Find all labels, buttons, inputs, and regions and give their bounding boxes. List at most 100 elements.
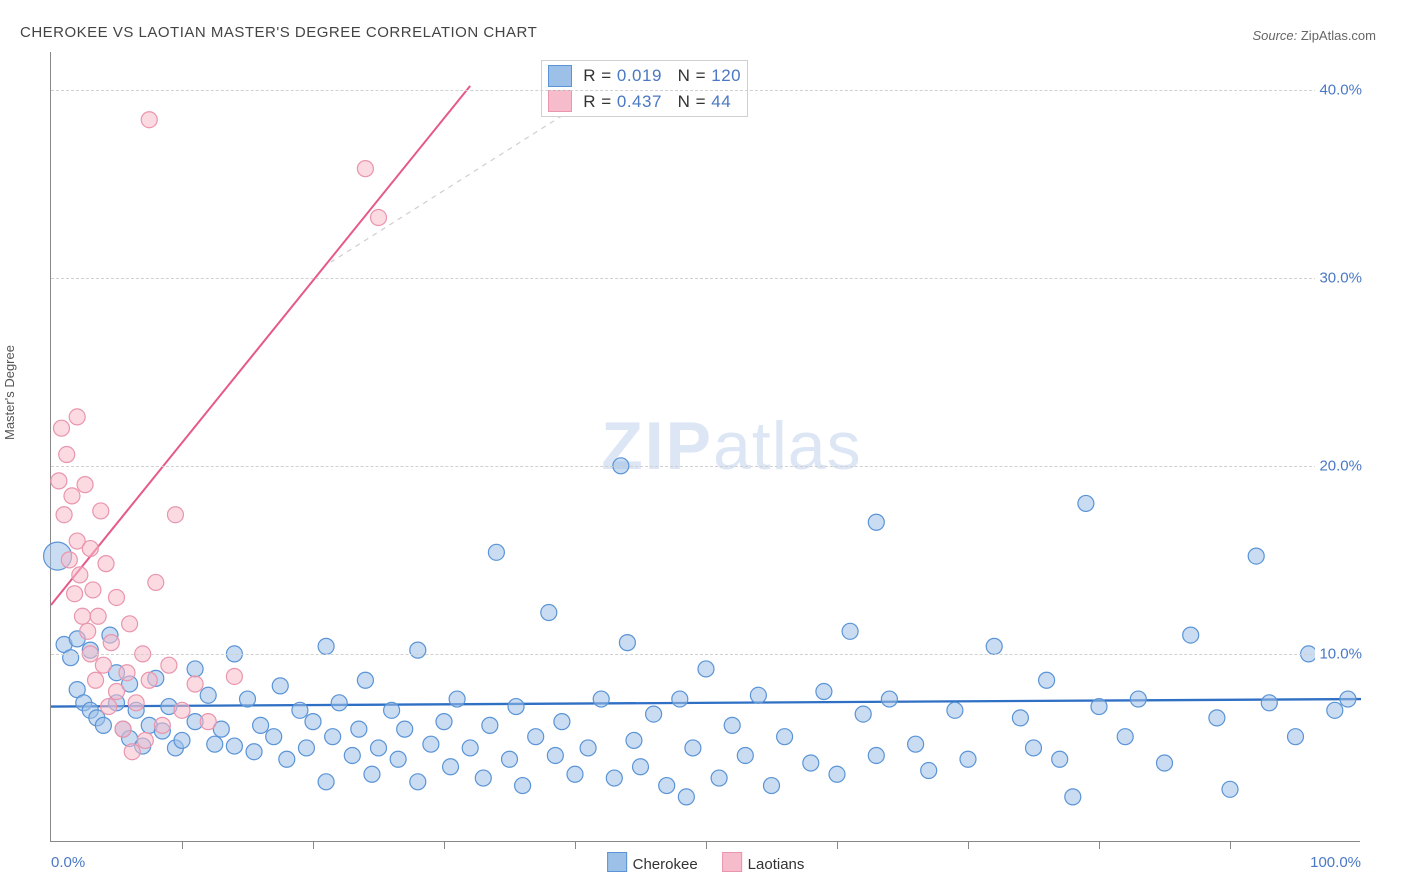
data-point [318,774,334,790]
data-point [161,657,177,673]
data-point [410,774,426,790]
data-point [187,661,203,677]
x-tick [1099,841,1100,849]
y-tick-label: 20.0% [1315,457,1362,474]
page-title: CHEROKEE VS LAOTIAN MASTER'S DEGREE CORR… [20,24,537,41]
data-point [908,736,924,752]
data-point [64,488,80,504]
data-point [646,706,662,722]
data-point [567,766,583,782]
data-point [72,567,88,583]
gridline-h [51,466,1362,467]
legend-label: Cherokee [633,856,698,873]
data-point [351,721,367,737]
data-point [63,650,79,666]
data-point [443,759,459,775]
data-point [1288,729,1304,745]
data-point [855,706,871,722]
data-point [508,699,524,715]
x-tick [968,841,969,849]
data-point [619,635,635,651]
data-point [803,755,819,771]
data-point [947,702,963,718]
y-tick-label: 40.0% [1315,81,1362,98]
stats-swatch [548,65,572,87]
data-point [95,657,111,673]
data-point [305,714,321,730]
data-point [371,210,387,226]
trend-line [51,86,470,605]
legend-swatch [607,852,627,872]
data-point [77,477,93,493]
data-point [109,684,125,700]
data-point [1222,781,1238,797]
y-tick-label: 10.0% [1315,645,1362,662]
y-axis-label: Master's Degree [2,345,17,440]
data-point [298,740,314,756]
data-point [69,409,85,425]
stats-leader-line [331,110,571,262]
data-point [174,732,190,748]
data-point [737,747,753,763]
source-prefix: Source: [1252,28,1300,43]
data-point [115,721,131,737]
data-point [528,729,544,745]
stats-text: R = 0.437 N = 44 [578,89,731,115]
data-point [318,638,334,654]
data-point [357,161,373,177]
data-point [868,514,884,530]
data-point [475,770,491,786]
data-point [141,112,157,128]
x-tick [313,841,314,849]
x-tick [1230,841,1231,849]
data-point [678,789,694,805]
data-point [1026,740,1042,756]
data-point [124,744,140,760]
data-point [103,635,119,651]
data-point [82,541,98,557]
data-point [1052,751,1068,767]
legend-bottom: CherokeeLaotians [607,852,805,873]
data-point [246,744,262,760]
data-point [240,691,256,707]
gridline-h [51,90,1362,91]
data-point [1340,691,1356,707]
data-point [357,672,373,688]
data-point [61,552,77,568]
data-point [95,717,111,733]
data-point [462,740,478,756]
data-point [371,740,387,756]
source-name: ZipAtlas.com [1301,28,1376,43]
data-point [423,736,439,752]
data-point [1078,495,1094,511]
stats-text: R = 0.019 N = 120 [578,63,741,89]
data-point [724,717,740,733]
data-point [141,672,157,688]
data-point [154,717,170,733]
data-point [167,507,183,523]
data-point [449,691,465,707]
data-point [101,699,117,715]
x-tick [706,841,707,849]
data-point [93,503,109,519]
data-point [633,759,649,775]
data-point [80,623,96,639]
data-point [384,702,400,718]
data-point [593,691,609,707]
data-point [292,702,308,718]
data-point [921,763,937,779]
data-point [226,668,242,684]
data-point [119,665,135,681]
gridline-h [51,654,1362,655]
data-point [868,747,884,763]
data-point [390,751,406,767]
data-point [1248,548,1264,564]
data-point [698,661,714,677]
x-tick [444,841,445,849]
data-point [187,676,203,692]
data-point [207,736,223,752]
data-point [266,729,282,745]
data-point [53,420,69,436]
data-point [200,687,216,703]
legend-item: Cherokee [607,852,698,873]
